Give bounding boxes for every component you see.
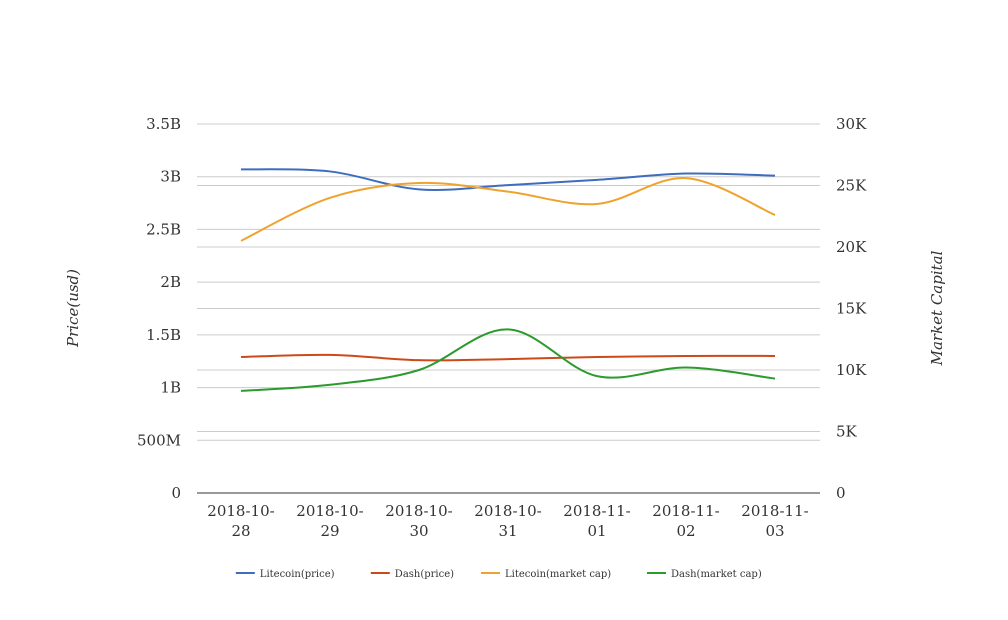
legend-label: Dash(price) xyxy=(395,569,454,580)
x-tick-label: 2018-11- 02 xyxy=(652,502,719,540)
series-line-dash-market-cap xyxy=(240,328,776,392)
right-tick-label: 15K xyxy=(836,300,867,318)
x-tick-label-line: 2018-10- xyxy=(207,502,274,520)
x-tick-label: 2018-10- 29 xyxy=(296,502,363,540)
left-tick-label: 3B xyxy=(160,168,181,186)
x-tick-label: 2018-10- 28 xyxy=(207,502,274,540)
legend-item[interactable]: Dash(market cap) xyxy=(647,569,762,580)
right-axis-title: Market Capital xyxy=(928,250,946,366)
x-tick-label: 2018-10- 30 xyxy=(385,502,452,540)
x-tick-label: 2018-10- 31 xyxy=(474,502,541,540)
left-tick-label: 0 xyxy=(171,484,181,502)
x-tick-label-line: 02 xyxy=(676,522,695,540)
left-tick-label: 2.5B xyxy=(146,220,181,238)
left-tick-label: 2B xyxy=(160,273,181,291)
right-tick-label: 30K xyxy=(836,115,867,133)
right-axis-ticks: 0 5K 10K 15K 20K 25K 30K xyxy=(836,115,867,502)
right-tick-label: 5K xyxy=(836,423,858,441)
x-tick-label-line: 2018-11- xyxy=(741,502,808,520)
x-tick-label-line: 2018-10- xyxy=(385,502,452,520)
x-tick-label-line: 31 xyxy=(498,522,517,540)
right-tick-label: 0 xyxy=(836,484,846,502)
x-tick-label: 2018-11- 01 xyxy=(563,502,630,540)
series-lines xyxy=(240,168,776,392)
x-tick-label-line: 29 xyxy=(320,522,339,540)
x-tick-label-line: 2018-11- xyxy=(652,502,719,520)
gridlines xyxy=(197,123,820,441)
left-tick-label: 500M xyxy=(137,431,181,449)
series-line-litecoin-price xyxy=(240,168,776,191)
right-tick-label: 10K xyxy=(836,361,867,379)
x-tick-label-line: 28 xyxy=(231,522,250,540)
right-tick-label: 20K xyxy=(836,238,867,256)
legend-item[interactable]: Litecoin(price) xyxy=(235,569,335,580)
legend-label: Litecoin(price) xyxy=(260,569,335,580)
x-tick-label-line: 2018-10- xyxy=(474,502,541,520)
series-line-litecoin-market-cap xyxy=(240,177,776,242)
x-tick-label-line: 01 xyxy=(587,522,606,540)
x-tick-label-line: 03 xyxy=(765,522,784,540)
x-tick-label-line: 2018-11- xyxy=(563,502,630,520)
x-axis-ticks: 2018-10- 28 2018-10- 29 2018-10- 30 2018-10- 31… xyxy=(207,502,808,540)
legend-item[interactable]: Litecoin(market cap) xyxy=(481,569,611,580)
left-axis-ticks: 0 500M 1B 1.5B 2B 2.5B 3B 3.5B xyxy=(137,115,181,502)
left-tick-label: 3.5B xyxy=(146,115,181,133)
right-tick-label: 25K xyxy=(836,177,867,195)
x-tick-label-line: 30 xyxy=(409,522,428,540)
left-tick-label: 1.5B xyxy=(146,326,181,344)
series-line-dash-price xyxy=(240,353,776,362)
legend-label: Dash(market cap) xyxy=(671,569,762,580)
x-tick-label-line: 2018-10- xyxy=(296,502,363,520)
left-axis-title: Price(usd) xyxy=(64,269,82,348)
legend-item[interactable]: Dash(price) xyxy=(370,569,454,580)
legend: Litecoin(price) Dash(price) Litecoin(marke… xyxy=(235,569,762,580)
x-tick-label: 2018-11- 03 xyxy=(741,502,808,540)
left-tick-label: 1B xyxy=(160,379,181,397)
legend-label: Litecoin(market cap) xyxy=(505,569,611,580)
